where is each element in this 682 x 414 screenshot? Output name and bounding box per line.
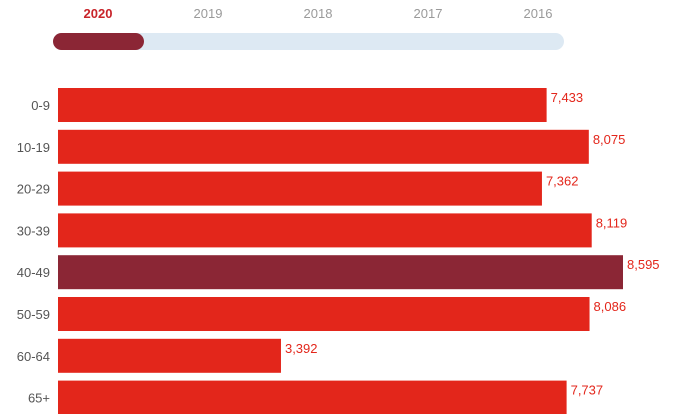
category-label: 10-19 [17,140,50,155]
bar[interactable] [58,88,547,122]
bar[interactable] [58,338,281,373]
value-label: 7,737 [571,383,604,398]
year-selector: 2020 2019 2018 2017 2016 [0,0,682,30]
year-tab-2016[interactable]: 2016 [523,6,553,21]
value-label: 8,595 [627,257,660,272]
bar-highlighted[interactable] [58,255,623,290]
year-tab-2017[interactable]: 2017 [413,6,443,21]
bar[interactable] [58,213,592,248]
category-label: 60-64 [17,349,50,364]
value-label: 8,086 [594,299,627,314]
value-label: 7,362 [546,174,579,189]
bar[interactable] [58,297,590,331]
category-label: 50-59 [17,307,50,322]
value-label: 8,075 [593,132,626,147]
value-label: 7,433 [551,90,584,105]
category-label: 65+ [28,391,50,406]
bar[interactable] [58,129,589,164]
category-label: 0-9 [31,98,50,113]
year-tab-2018[interactable]: 2018 [303,6,333,21]
category-label: 20-29 [17,182,50,197]
value-label: 3,392 [285,341,318,356]
value-label: 8,119 [596,215,628,230]
bar[interactable] [58,171,542,206]
category-label: 40-49 [17,265,50,280]
year-slider-track[interactable] [53,33,564,50]
category-label: 30-39 [17,223,50,238]
year-slider-handle[interactable] [53,33,144,50]
bar[interactable] [58,380,567,414]
year-tab-2019[interactable]: 2019 [193,6,223,21]
year-tab-2020[interactable]: 2020 [83,6,113,21]
